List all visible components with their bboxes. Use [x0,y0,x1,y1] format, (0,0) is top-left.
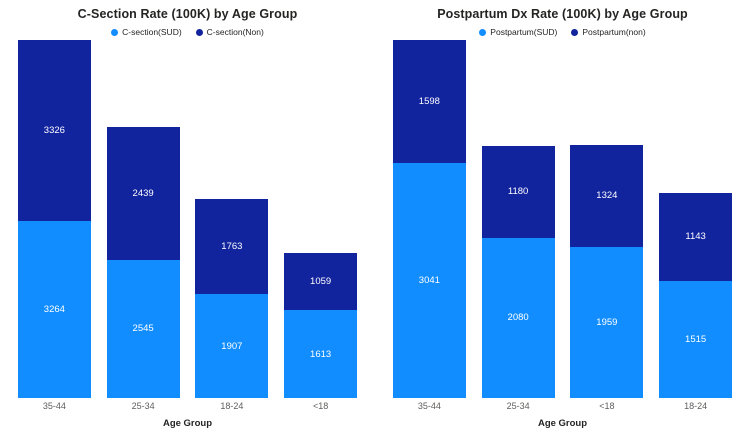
bar-segment[interactable]: 2080 [481,237,555,398]
plot-area: 1598 3041 1180 2080 1324 1959 1143 1515 [375,40,750,398]
bar-segment[interactable]: 1763 [195,198,269,295]
category-label: <18 [312,401,329,411]
bar-segment[interactable]: 1959 [570,246,644,398]
data-label: 2439 [132,188,154,199]
bar-column: 1059 1613 [276,40,365,398]
bar-segment[interactable]: 1907 [195,294,269,398]
stacked-bar[interactable]: 1763 1907 [195,198,269,398]
bar-segment[interactable]: 2545 [106,259,180,398]
data-label: 2080 [507,312,529,324]
chart-postpartum-rate: Postpartum Dx Rate (100K) by Age Group P… [375,0,750,447]
bar-segment[interactable]: 2439 [106,127,180,260]
legend-swatch-icon [571,28,579,36]
stacked-bar[interactable]: 1324 1959 [570,144,644,398]
legend-swatch-icon [195,28,203,36]
stacked-bar[interactable]: 1143 1515 [659,192,732,398]
bar-column: 1598 3041 [385,40,474,398]
stacked-bar[interactable]: 2439 2545 [106,127,180,398]
bar-segment[interactable]: 1515 [659,281,732,398]
bar-segment[interactable]: 1180 [481,146,555,238]
category-label: 35-44 [417,401,441,411]
data-label: 1763 [221,241,243,253]
bar-segment[interactable]: 3326 [17,40,91,221]
legend-swatch-icon [479,28,487,36]
legend-label: C-section(Non) [206,27,264,37]
data-label: 1907 [221,340,243,352]
legend-label: Postpartum(SUD) [490,27,558,37]
bar-segment[interactable]: 3264 [17,220,91,398]
x-axis-title: Age Group [537,418,588,429]
data-label: 1324 [596,190,618,202]
stacked-bar[interactable]: 1059 1613 [284,252,357,398]
category-label: 25-34 [131,401,155,411]
stacked-bar[interactable]: 3326 3264 [17,40,91,398]
stacked-bar[interactable]: 1598 3041 [392,40,466,398]
data-label: 1613 [310,348,332,360]
data-label: 1959 [596,316,618,328]
x-axis-labels: 35-44 25-34 <18 18-24 [375,398,750,414]
legend-item[interactable]: C-section(SUD) [111,27,182,37]
data-label: 1515 [685,334,707,346]
legend-item[interactable]: Postpartum(SUD) [479,27,557,37]
legend: Postpartum(SUD) Postpartum(non) [375,24,750,40]
legend-item[interactable]: C-section(Non) [195,27,264,37]
data-label: 3041 [418,275,440,287]
legend-swatch-icon [111,28,119,36]
x-axis-title: Age Group [162,418,213,429]
bar-column: 1324 1959 [563,40,652,398]
bar-segment[interactable]: 1613 [284,310,357,398]
category-label: 18-24 [220,401,244,411]
bar-segment[interactable]: 1324 [570,144,644,247]
category-label: <18 [599,401,615,411]
data-label: 2545 [132,323,154,335]
bar-column: 1180 2080 [474,40,563,398]
legend: C-section(SUD) C-section(Non) [0,24,375,40]
bar-column: 1763 1907 [188,40,277,398]
bar-column: 2439 2545 [99,40,188,398]
chart-title: C-Section Rate (100K) by Age Group [77,7,298,21]
data-label: 3264 [43,303,65,315]
category-label: 25-34 [506,401,530,411]
data-label: 1598 [418,96,440,108]
data-label: 1143 [685,231,706,243]
bar-segment[interactable]: 3041 [392,163,466,398]
bar-column: 3326 3264 [10,40,99,398]
chart-title: Postpartum Dx Rate (100K) by Age Group [437,7,688,21]
bar-segment[interactable]: 1059 [284,252,357,311]
bar-segment[interactable]: 1143 [659,192,732,282]
chart-csection-rate: C-Section Rate (100K) by Age Group C-sec… [0,7,375,429]
bar-segment[interactable]: 1598 [392,40,466,164]
legend-item[interactable]: Postpartum(non) [571,27,646,37]
bar-column: 1143 1515 [651,40,740,398]
data-label: 3326 [43,124,65,136]
plot-area: 3326 3264 2439 2545 1763 1907 1059 1613 [0,40,375,398]
data-label: 1180 [507,186,529,198]
stacked-bar[interactable]: 1180 2080 [481,146,555,398]
legend-label: C-section(SUD) [122,27,182,37]
data-label: 1059 [310,276,332,288]
category-label: 35-44 [42,401,66,411]
category-label: 18-24 [684,401,708,411]
legend-label: Postpartum(non) [582,27,646,37]
x-axis-labels: 35-44 25-34 18-24 <18 [0,398,375,414]
